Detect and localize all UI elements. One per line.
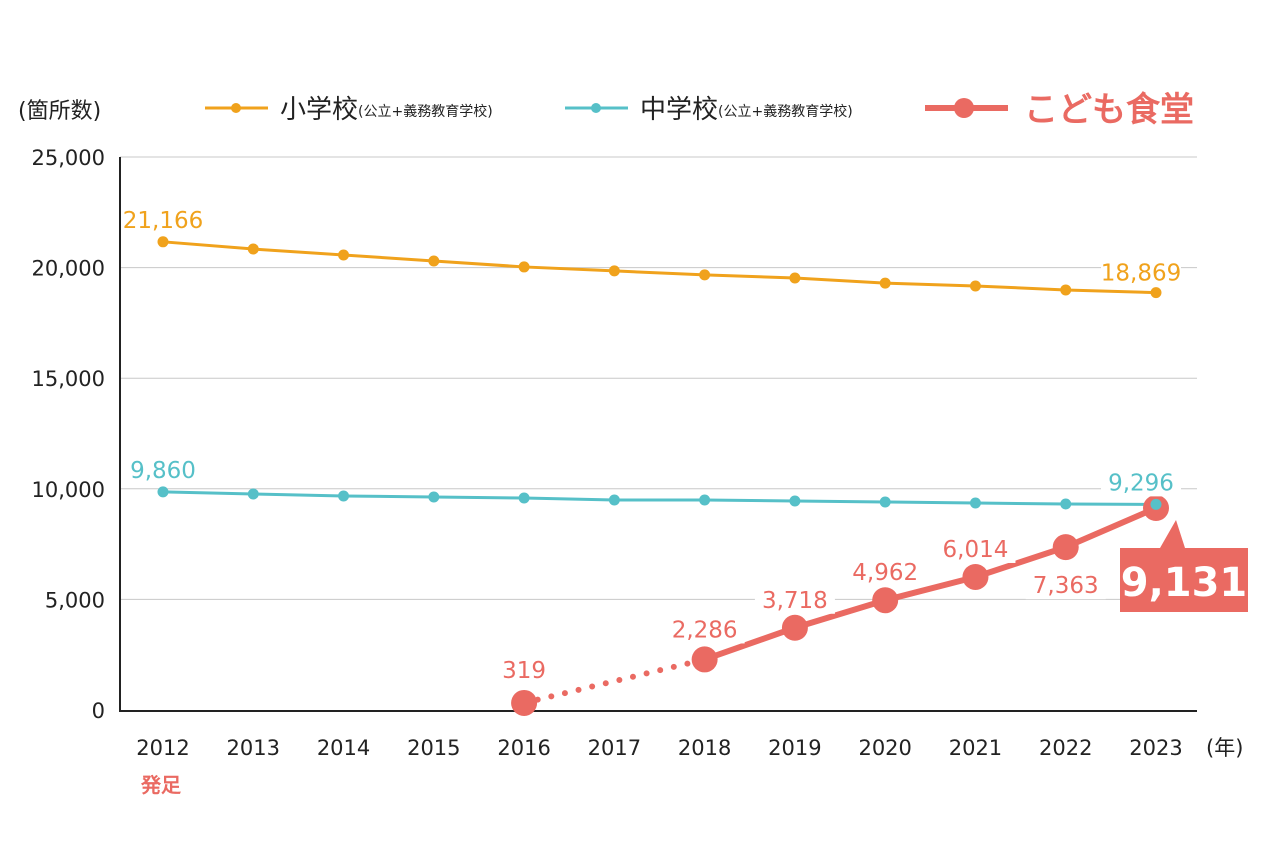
series-line-dotted [521,656,708,706]
legend-note: (公立+義務教育学校) [718,103,853,120]
data-point [789,495,801,507]
data-label: 319 [502,658,546,684]
callout-box [1120,520,1248,612]
y-axis-label: (箇所数) [18,99,101,124]
callout-value: 9,131 [1121,560,1248,606]
data-point [247,243,259,255]
data-point [962,563,989,590]
legend-label: こども食堂 [1024,90,1194,130]
x-tick-label: 2013 [227,736,280,760]
data-label: 21,166 [123,208,203,234]
data-point [1060,498,1072,510]
legend-note: (公立+義務教育学校) [358,103,493,120]
data-point [428,491,440,503]
data-point [1060,284,1072,296]
legend: 小学校 (公立+義務教育学校) 中学校 (公立+義務教育学校) こども食堂 [205,90,1194,130]
data-point [157,486,169,498]
grid [120,156,1197,600]
series [157,236,1169,716]
legend-label: 中学校 [640,95,718,125]
label-bg [664,615,745,644]
data-point [699,269,711,281]
legend-item-elementary[interactable]: 小学校 (公立+義務教育学校) [205,95,493,125]
data-point [781,614,808,641]
launch-note: 発足 [140,773,182,797]
x-tick-label: 2016 [497,736,550,760]
y-tick-label: 15,000 [32,367,105,391]
x-tick-label: 2017 [588,736,641,760]
data-point [247,488,259,500]
data-label: 2,286 [672,617,738,643]
data-label: 7,363 [1033,573,1099,599]
data-point [699,494,711,506]
data-point [789,272,801,284]
y-tick-label: 25,000 [32,146,105,170]
series-line-2 [703,505,1158,663]
series-line-0 [162,240,1157,295]
data-point [879,277,891,289]
data-point [1052,534,1079,561]
data-point [879,496,891,508]
label-bg [123,455,203,484]
y-tick-label: 10,000 [32,478,105,502]
data-point [157,236,169,248]
data-label: 3,718 [762,588,828,614]
x-tick-label: 2021 [949,736,1002,760]
data-label: 9,860 [130,458,196,484]
data-point [969,280,981,292]
data-point [1150,498,1162,510]
y-tick-label: 5,000 [45,588,105,612]
data-label: 9,296 [1108,470,1174,496]
data-point [518,261,530,273]
data-point [608,494,620,506]
label-bg [754,585,835,614]
x-tick-label: 2012 [136,736,189,760]
data-point [428,255,440,267]
label-bg [1025,571,1106,600]
data-point [608,265,620,277]
x-tick-label: 2014 [317,736,370,760]
x-tick-label: 2023 [1129,736,1182,760]
data-point [338,490,350,502]
label-bg [1101,468,1181,497]
label-bg [123,205,203,234]
data-point [518,492,530,504]
data-point [691,646,718,673]
data-point [969,497,981,509]
x-tick-label: 2022 [1039,736,1092,760]
data-point [1150,287,1162,299]
legend-label: 小学校 [280,95,358,125]
x-axis-unit: (年) [1206,736,1243,760]
data-point [338,249,350,261]
data-label: 6,014 [943,537,1009,563]
label-bg [484,655,565,684]
legend-item-junior-high[interactable]: 中学校 (公立+義務教育学校) [565,95,853,125]
label-bg [845,558,926,587]
x-tick-label: 2015 [407,736,460,760]
data-labels: 21,166 18,869 9,860 9,296 319 2,286 3,718 4,962… [123,205,1248,684]
data-point [511,689,538,716]
series-line-1 [162,490,1157,506]
x-tick-label: 2018 [678,736,731,760]
data-point [872,587,899,614]
axes: 0 5,000 10,000 15,000 20,000 25,000 2012 2013 20… [32,146,1197,760]
x-tick-label: 2020 [858,736,911,760]
data-label: 18,869 [1101,261,1181,287]
label-bg [935,534,1016,563]
y-tick-label: 0 [92,699,105,723]
y-tick-label: 20,000 [32,257,105,281]
legend-item-kodomo-shokudo[interactable]: こども食堂 [925,90,1194,130]
x-tick-label: 2019 [768,736,821,760]
label-bg [1101,258,1181,287]
data-label: 4,962 [852,560,918,586]
